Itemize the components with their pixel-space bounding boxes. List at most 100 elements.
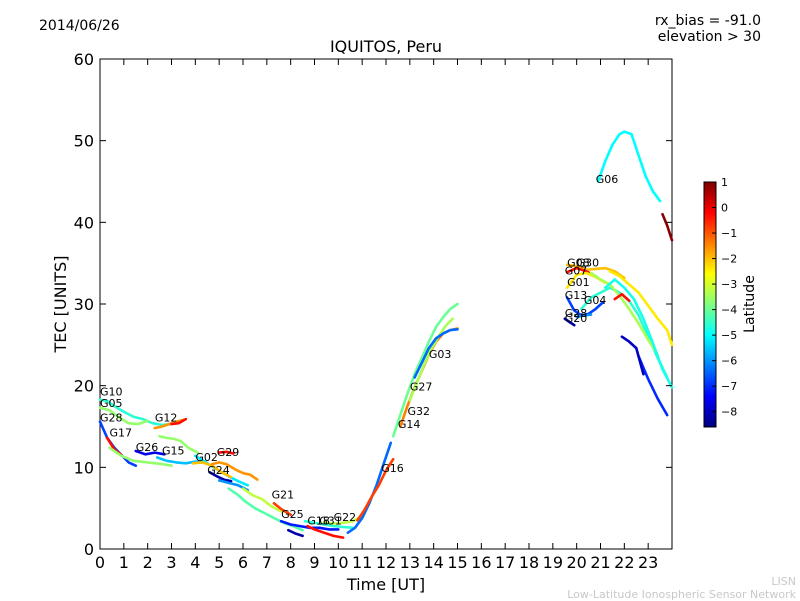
- series-G25b: [286, 528, 304, 538]
- x-tick-label: 19: [543, 553, 563, 572]
- x-tick-label: 4: [190, 553, 200, 572]
- x-tick-label: 1: [119, 553, 129, 572]
- satellite-label: G22: [334, 511, 357, 524]
- colorbar-tick-label: −2: [721, 253, 737, 266]
- x-tick-label: 8: [286, 553, 296, 572]
- satellite-label: G30: [577, 256, 600, 269]
- elevation-label: elevation > 30: [657, 29, 761, 45]
- satellite-label: G05: [100, 397, 123, 410]
- y-tick-label: 0: [84, 540, 94, 559]
- series-G20: [575, 313, 593, 319]
- satellite-label: G07: [565, 265, 588, 278]
- series-G22: [322, 514, 364, 526]
- series-G31: [303, 519, 354, 530]
- satellite-label: G28: [565, 307, 588, 320]
- series-G28b: [563, 317, 576, 327]
- y-tick-label: 20: [74, 377, 94, 396]
- satellite-label: G16: [381, 462, 404, 475]
- y-tick-label: 10: [74, 458, 94, 477]
- series-G03: [413, 327, 459, 379]
- x-tick-label: 16: [471, 553, 491, 572]
- bias-info: rx_bias = -91.0 elevation > 30: [655, 13, 761, 45]
- colorbar-tick-label: −1: [721, 227, 737, 240]
- x-tick-label: 20: [566, 553, 586, 572]
- series-G06: [596, 130, 662, 203]
- x-tick-label: 21: [590, 553, 610, 572]
- x-tick-label: 14: [423, 553, 443, 572]
- series-G12b: [153, 418, 185, 430]
- series-G24: [208, 470, 233, 483]
- satellite-label: G03: [429, 348, 452, 361]
- satellite-label: G12: [155, 412, 178, 425]
- satellite-label: G02: [195, 451, 218, 464]
- colorbar-tick-label: −4: [721, 304, 737, 317]
- chart-title: IQUITOS, Peru: [330, 37, 442, 56]
- series-G04f: [637, 354, 669, 417]
- colorbar-tick-label: 0: [721, 202, 728, 215]
- x-tick-label: 0: [95, 553, 105, 572]
- satellite-label: G13: [565, 289, 588, 302]
- series-G12c: [170, 417, 188, 426]
- colorbar-tick-label: −8: [721, 406, 737, 419]
- satellite-label: G14: [398, 418, 421, 431]
- satellite-label: G26: [136, 441, 159, 454]
- satellite-label: G32: [407, 405, 430, 418]
- colorbar-tick-label: −3: [721, 278, 737, 291]
- x-tick-label: 3: [166, 553, 176, 572]
- y-axis-label: TEC [UNITS]: [51, 256, 70, 354]
- series-G12: [158, 434, 199, 454]
- x-tick-label: 23: [638, 553, 658, 572]
- series-G05: [98, 406, 149, 426]
- footer-short: LISN: [771, 575, 796, 588]
- series-G02b: [191, 461, 233, 479]
- satellite-label: G20: [565, 312, 588, 325]
- colorbar-tick-label: 1: [721, 176, 728, 189]
- satellite-label: G29: [217, 446, 240, 459]
- x-tick-label: 10: [328, 553, 348, 572]
- x-tick-label: 9: [309, 553, 319, 572]
- satellite-label: G27: [410, 381, 433, 394]
- satellite-label: G17: [110, 426, 133, 439]
- series-G30: [565, 263, 626, 280]
- date-label: 2014/06/26: [39, 18, 120, 34]
- satellite-label: G18: [307, 515, 330, 528]
- series-G17b: [108, 446, 173, 468]
- satellite-label: G21: [272, 488, 295, 501]
- x-tick-label: 5: [214, 553, 224, 572]
- footer-long: Low-Latitude Ionospheric Sensor Network: [567, 588, 796, 601]
- series-G29b: [217, 450, 235, 455]
- colorbar-tick-label: −6: [721, 355, 737, 368]
- y-tick-label: 60: [74, 50, 94, 69]
- series-G18: [306, 524, 345, 539]
- satellite-label: G25: [281, 508, 304, 521]
- colorbar-tick-label: −7: [721, 380, 737, 393]
- colorbar: [703, 181, 717, 428]
- series-G29: [210, 461, 259, 481]
- y-tick-label: 40: [74, 213, 94, 232]
- series-G21c: [272, 501, 293, 517]
- x-tick-label: 12: [376, 553, 396, 572]
- x-tick-label: 17: [495, 553, 515, 572]
- rx-bias-label: rx_bias = -91.0: [654, 13, 761, 29]
- series-G20b: [620, 335, 645, 376]
- x-tick-label: 2: [143, 553, 153, 572]
- satellite-label: G01: [567, 276, 590, 289]
- series-G06b: [661, 212, 674, 242]
- satellite-label: G24: [207, 464, 230, 477]
- satellite-label: G04: [584, 294, 607, 307]
- series-G16b: [356, 457, 395, 522]
- series-G14: [391, 302, 459, 438]
- series-G27: [408, 317, 455, 402]
- satellite-label: G08: [567, 256, 590, 269]
- x-tick-label: 15: [447, 553, 467, 572]
- satellite-label: G31: [319, 515, 342, 528]
- satellite-label: G10: [100, 385, 123, 398]
- colorbar-tick-label: −5: [721, 329, 737, 342]
- satellite-label: G15: [162, 444, 185, 457]
- series-G21b: [241, 487, 283, 513]
- series-G26: [134, 449, 166, 456]
- x-tick-label: 11: [352, 553, 372, 572]
- y-tick-label: 30: [74, 295, 94, 314]
